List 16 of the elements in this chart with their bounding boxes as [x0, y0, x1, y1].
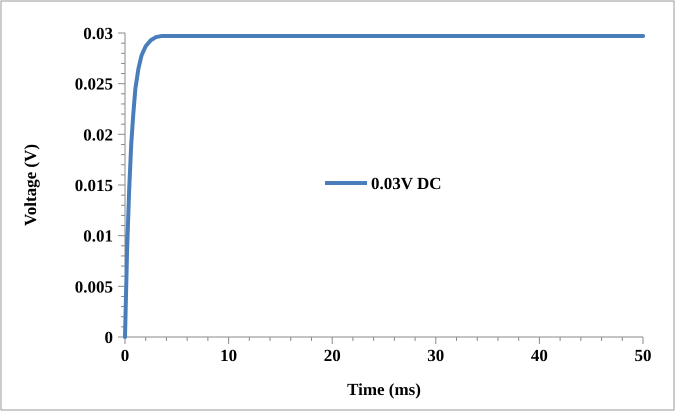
y-tick-label: 0.005 [74, 277, 113, 296]
x-tick-label: 30 [427, 346, 444, 365]
legend-label: 0.03V DC [371, 174, 442, 193]
x-tick-label: 20 [324, 346, 341, 365]
x-axis-title: Time (ms) [347, 380, 421, 399]
x-tick-label: 50 [634, 346, 652, 365]
y-tick-label: 0.03 [83, 24, 113, 43]
y-tick-label: 0.01 [83, 226, 113, 246]
y-tick-label: 0.02 [83, 125, 113, 144]
x-tick-label: 0 [120, 346, 130, 365]
x-tick-label: 40 [530, 346, 548, 365]
y-tick-label: 0 [104, 328, 113, 347]
y-axis-title: Voltage (V) [21, 144, 40, 226]
y-tick-label: 0.025 [74, 74, 113, 94]
x-tick-label: 10 [220, 346, 238, 365]
y-tick-label: 0.015 [74, 176, 113, 195]
